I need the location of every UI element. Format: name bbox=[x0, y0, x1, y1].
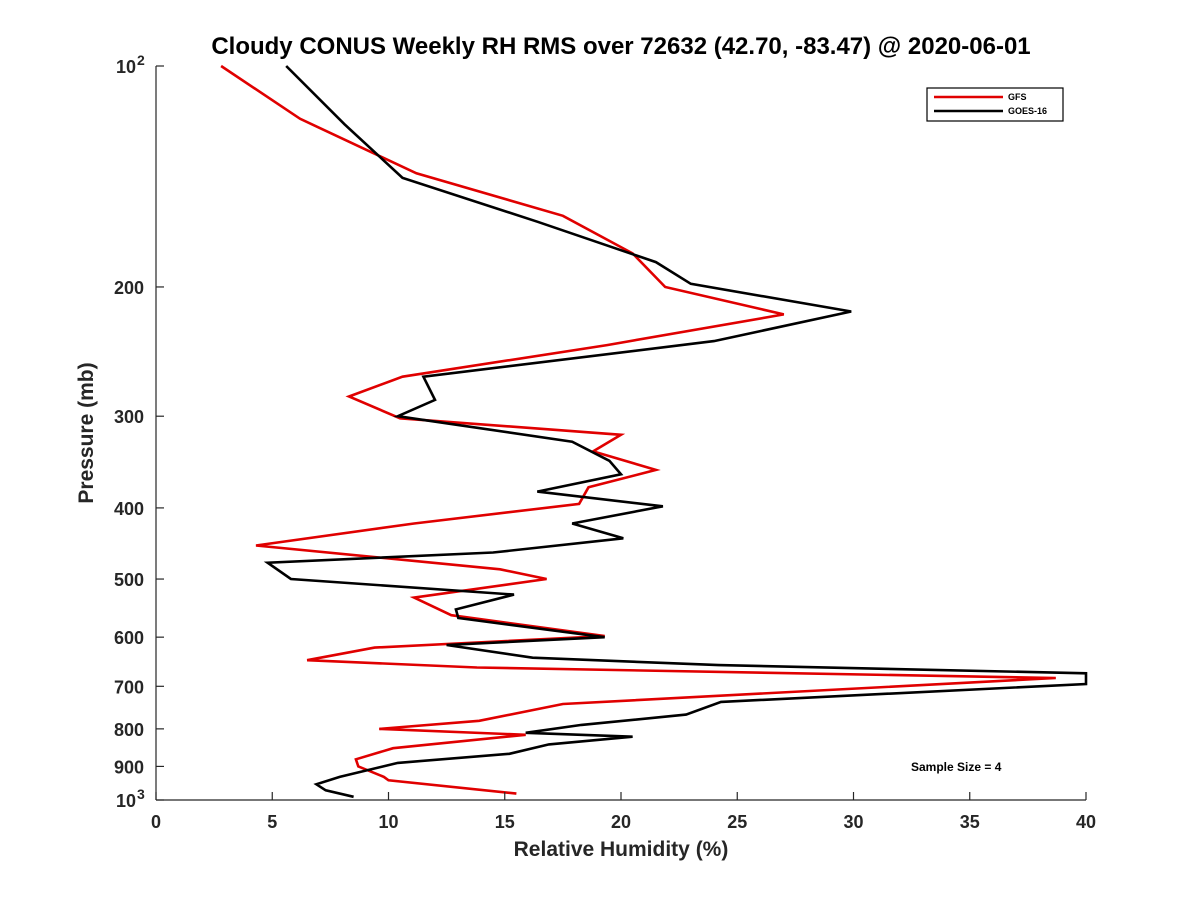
x-tick-label: 30 bbox=[843, 812, 863, 832]
x-tick-label: 10 bbox=[378, 812, 398, 832]
x-tick-label: 5 bbox=[267, 812, 277, 832]
y-tick-label: 400 bbox=[114, 499, 144, 519]
y-tick-label: 600 bbox=[114, 628, 144, 648]
y-axis-label: Pressure (mb) bbox=[75, 362, 98, 503]
x-tick-label: 35 bbox=[960, 812, 980, 832]
chart-title: Cloudy CONUS Weekly RH RMS over 72632 (4… bbox=[211, 33, 1030, 60]
sample-size-annotation: Sample Size = 4 bbox=[911, 760, 1002, 774]
legend-box bbox=[926, 87, 1064, 122]
y-tick-label: 800 bbox=[114, 720, 144, 740]
y-tick-label: 200 bbox=[114, 278, 144, 298]
y-tick-exponent: 3 bbox=[137, 786, 145, 802]
x-axis-label: Relative Humidity (%) bbox=[514, 838, 729, 861]
y-tick-label: 10 bbox=[116, 791, 136, 811]
x-tick-label: 25 bbox=[727, 812, 747, 832]
x-tick-label: 15 bbox=[495, 812, 515, 832]
y-tick-label: 300 bbox=[114, 407, 144, 427]
y-tick-exponent: 2 bbox=[137, 52, 145, 68]
x-tick-label: 40 bbox=[1076, 812, 1096, 832]
y-tick-label: 700 bbox=[114, 677, 144, 697]
y-tick-label: 500 bbox=[114, 570, 144, 590]
y-tick-label: 900 bbox=[114, 757, 144, 777]
legend-entries: GFS GOES-16 bbox=[934, 92, 1047, 116]
series-line-goes-16 bbox=[263, 65, 1088, 799]
x-tick-label: 0 bbox=[151, 812, 161, 832]
x-tick-label: 20 bbox=[611, 812, 631, 832]
series-line-gfs bbox=[220, 64, 1056, 795]
x-ticks: 0 5 10 15 20 25 30 35 40 bbox=[151, 792, 1096, 832]
legend: GFS GOES-16 bbox=[926, 87, 1064, 122]
y-tick-label: 10 bbox=[116, 57, 136, 77]
series-layer bbox=[220, 64, 1088, 799]
legend-label: GOES-16 bbox=[1008, 106, 1047, 116]
legend-label: GFS bbox=[1008, 92, 1027, 102]
